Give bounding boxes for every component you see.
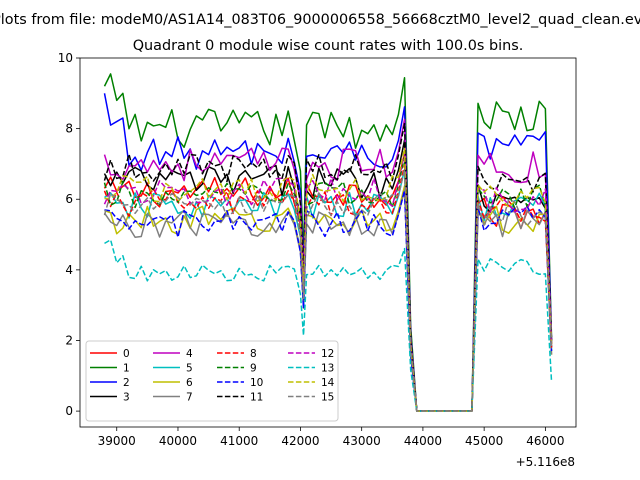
y-tick-label: 6 <box>65 192 73 206</box>
x-axis-offset-text: +5.116e8 <box>516 455 575 469</box>
y-tick-label: 0 <box>65 404 73 418</box>
legend-label-0: 0 <box>123 348 130 360</box>
legend-label-10: 10 <box>250 377 263 389</box>
legend-label-11: 11 <box>250 392 263 404</box>
legend-label-5: 5 <box>186 363 193 375</box>
x-tick-label: 41000 <box>220 434 258 448</box>
series-line-13 <box>104 239 553 412</box>
x-tick-label: 40000 <box>159 434 197 448</box>
x-tick-label: 45000 <box>465 434 503 448</box>
y-axis: 0 2 4 6 8 10 <box>58 51 80 418</box>
chart-title: Quadrant 0 module wise count rates with … <box>133 38 524 54</box>
legend-label-6: 6 <box>186 377 193 389</box>
legend-label-13: 13 <box>321 363 334 375</box>
legend-label-2: 2 <box>123 377 130 389</box>
legend-label-14: 14 <box>321 377 335 389</box>
legend-label-9: 9 <box>250 363 257 375</box>
series-layer <box>103 73 553 412</box>
legend-label-12: 12 <box>321 348 334 360</box>
axes-frame <box>79 57 577 428</box>
legend-label-1: 1 <box>123 363 130 375</box>
x-axis: 39000 40000 41000 42000 43000 44000 45000 46000 <box>98 427 564 448</box>
legend-label-7: 7 <box>186 392 193 404</box>
x-tick-label: 42000 <box>281 434 319 448</box>
legend-label-15: 15 <box>321 392 334 404</box>
series-line-11 <box>103 122 553 412</box>
y-tick-label: 10 <box>58 51 73 65</box>
legend-frame <box>85 340 339 422</box>
legend-label-3: 3 <box>123 392 130 404</box>
y-tick-label: 2 <box>65 333 73 347</box>
legend-label-8: 8 <box>250 348 257 360</box>
x-tick-label: 46000 <box>526 434 564 448</box>
x-tick-label: 43000 <box>343 434 381 448</box>
figure-suptitle: Plots from file: modeM0/AS1A14_083T06_90… <box>0 12 640 28</box>
x-tick-label: 44000 <box>404 434 442 448</box>
y-tick-label: 4 <box>65 263 73 277</box>
series-line-15 <box>103 168 553 412</box>
y-tick-label: 8 <box>65 122 73 136</box>
legend-label-4: 4 <box>186 348 193 360</box>
x-tick-label: 39000 <box>98 434 136 448</box>
